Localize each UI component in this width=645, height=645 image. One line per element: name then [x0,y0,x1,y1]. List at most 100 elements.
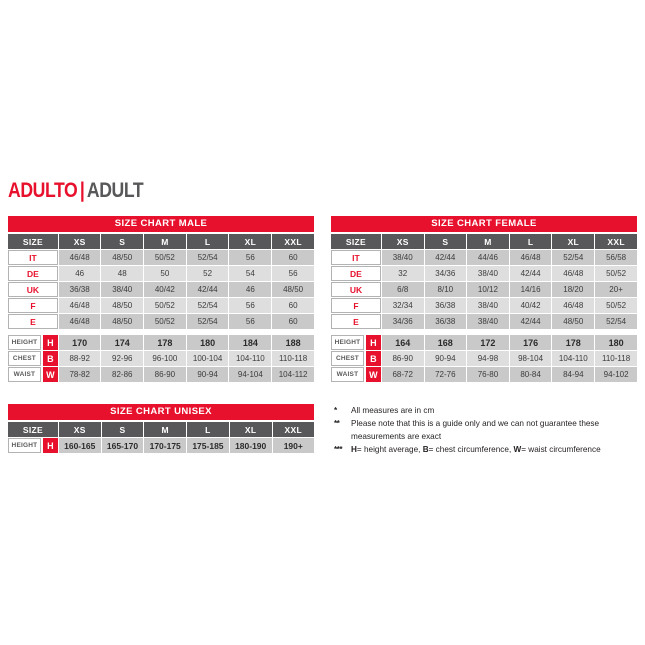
row-label-height: HEIGHT H [8,438,58,453]
measure-value-cell: 176 [509,335,552,350]
measure-value-cell: 110-118 [272,351,314,366]
measure-value-cell: 174 [101,335,144,350]
measure-value-cell: 172 [467,335,509,350]
size-value-cell: 20+ [595,282,637,297]
column-header-l: L [186,234,229,249]
row-label-height: HEIGHT H [331,335,381,350]
table-row: CHEST B 88-92 92-96 96-100 100-104 104-110 110-… [8,351,314,366]
footnote-marker: * [334,406,337,415]
size-value-cell: 46/48 [552,298,595,313]
chart-grid-male: SIZE XS S M L XL XXL IT 46/48 48/50 50/52 52/54 56 60… [7,233,315,383]
row-label-text: WAIST [8,367,41,382]
size-value-cell: 52/54 [186,250,229,265]
measure-value-cell: 82-86 [101,367,144,382]
size-value-cell: 38/40 [101,282,144,297]
measure-value-cell: 178 [144,335,186,350]
size-value-cell: 48 [101,266,144,281]
measure-value-cell: 175-185 [187,438,229,453]
measure-value-cell: 90-94 [186,367,229,382]
size-value-cell: 50/52 [144,314,186,329]
column-header-size: SIZE [331,234,381,249]
measure-value-cell: 72-76 [424,367,467,382]
column-header-l: L [509,234,552,249]
measure-value-cell: 178 [552,335,595,350]
measure-value-cell: 190+ [272,438,314,453]
row-badge-w: W [42,367,58,382]
size-value-cell: 32 [381,266,424,281]
column-header-xs: XS [58,422,101,437]
size-value-cell: 50/52 [144,250,186,265]
table-row: E 46/48 48/50 50/52 52/54 56 60 [8,314,314,329]
size-value-cell: 48/50 [101,314,144,329]
row-label-height: HEIGHT H [8,335,58,350]
row-label-text: WAIST [331,367,364,382]
size-value-cell: 56 [272,266,314,281]
size-value-cell: 36/38 [58,282,101,297]
size-value-cell: 42/44 [186,282,229,297]
measure-value-cell: 94-102 [595,367,637,382]
row-label-f: F [8,298,58,313]
size-value-cell: 48/50 [552,314,595,329]
measure-value-cell: 188 [272,335,314,350]
measure-value-cell: 86-90 [144,367,186,382]
row-label-it: IT [8,250,58,265]
measure-value-cell: 86-90 [381,351,424,366]
column-header-m: M [467,234,509,249]
measure-value-cell: 80-84 [509,367,552,382]
size-value-cell: 40/42 [509,298,552,313]
row-label-text: HEIGHT [331,335,364,350]
measure-value-cell: 100-104 [186,351,229,366]
size-value-cell: 56/58 [595,250,637,265]
size-value-cell: 60 [272,298,314,313]
column-header-m: M [144,234,186,249]
measure-value-cell: 164 [381,335,424,350]
measure-value-cell: 94-104 [229,367,272,382]
row-badge-w: W [365,367,381,382]
size-value-cell: 44/46 [467,250,509,265]
page-title-separator: | [79,179,85,202]
table-row: E 34/36 36/38 38/40 42/44 48/50 52/54 [331,314,637,329]
size-value-cell: 46/48 [552,266,595,281]
table-row: DE 32 34/36 38/40 42/44 46/48 50/52 [331,266,637,281]
size-value-cell: 40/42 [144,282,186,297]
size-value-cell: 38/40 [467,314,509,329]
table-row: UK 36/38 38/40 40/42 42/44 46 48/50 [8,282,314,297]
footnote-text: All measures are in cm [351,406,435,415]
column-header-xs: XS [58,234,101,249]
size-value-cell: 52/54 [552,250,595,265]
size-value-cell: 46/48 [58,250,101,265]
page-title-primary: ADULTO [8,179,78,202]
column-header-xxl: XXL [595,234,637,249]
row-label-it: IT [331,250,381,265]
footnote-3: *** H= height average, B= chest circumfer… [334,443,642,456]
size-chart-male: SIZE CHART MALE SIZE XS S M L XL XXL IT 46/48 48/5… [8,216,314,383]
row-spacer [8,330,314,334]
row-label-de: DE [331,266,381,281]
measure-value-cell: 92-96 [101,351,144,366]
column-header-s: S [101,422,144,437]
measure-value-cell: 104-110 [229,351,272,366]
measure-value-cell: 76-80 [467,367,509,382]
size-value-cell: 34/36 [424,266,467,281]
measure-value-cell: 180 [595,335,637,350]
size-value-cell: 56 [229,250,272,265]
measure-value-cell: 104-112 [272,367,314,382]
table-row: HEIGHT H 160-165 165-170 170-175 175-185 180-1… [8,438,314,453]
table-row: WAIST W 68-72 72-76 76-80 80-84 84-94 94-102 [331,367,637,382]
measure-value-cell: 168 [424,335,467,350]
row-label-de: DE [8,266,58,281]
column-header-xl: XL [229,234,272,249]
size-value-cell: 50/52 [144,298,186,313]
size-value-cell: 52/54 [595,314,637,329]
measure-value-cell: 110-118 [595,351,637,366]
size-value-cell: 50 [144,266,186,281]
size-value-cell: 34/36 [381,314,424,329]
size-value-cell: 6/8 [381,282,424,297]
footnote-text: H= height average, B= chest circumferenc… [351,445,601,454]
row-label-text: HEIGHT [8,335,41,350]
footnote-2: ** Please note that this is a guide only … [334,417,642,443]
footnote-text: Please note that this is a guide only an… [351,419,600,441]
measure-value-cell: 180-190 [229,438,272,453]
row-label-chest: CHEST B [8,351,58,366]
